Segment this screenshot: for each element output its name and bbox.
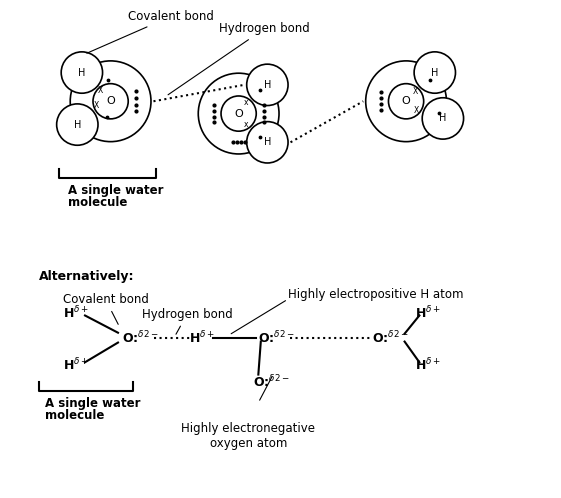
Text: O: O [106, 96, 115, 106]
Text: Highly electronegative
oxygen atom: Highly electronegative oxygen atom [182, 422, 315, 450]
Circle shape [198, 73, 279, 154]
Text: H: H [78, 68, 86, 78]
Text: Covalent bond: Covalent bond [87, 10, 214, 53]
Text: O:$^{\delta 2-}$: O:$^{\delta 2-}$ [371, 329, 408, 346]
Text: A single water: A single water [45, 397, 141, 410]
Text: H: H [264, 80, 271, 90]
Text: Covalent bond: Covalent bond [63, 293, 149, 324]
Text: molecule: molecule [45, 409, 104, 422]
Text: X: X [412, 87, 417, 96]
Text: X: X [98, 86, 103, 95]
Text: O:$^{\delta 2-}$: O:$^{\delta 2-}$ [254, 374, 290, 390]
Text: A single water: A single water [68, 184, 163, 197]
Text: O: O [234, 109, 243, 119]
Text: H: H [431, 68, 439, 78]
Text: H$^{\delta+}$: H$^{\delta+}$ [188, 329, 215, 346]
Text: x: x [244, 98, 249, 107]
Text: H$^{\delta+}$: H$^{\delta+}$ [63, 305, 89, 321]
Text: x: x [244, 120, 249, 129]
Circle shape [388, 84, 424, 119]
Circle shape [221, 96, 256, 131]
Text: Alternatively:: Alternatively: [39, 270, 135, 283]
Circle shape [57, 104, 98, 145]
Text: O:$^{\delta 2-}$: O:$^{\delta 2-}$ [258, 329, 295, 346]
Circle shape [247, 122, 288, 163]
Text: Hydrogen bond: Hydrogen bond [141, 308, 232, 334]
Circle shape [366, 61, 447, 141]
Circle shape [422, 98, 463, 139]
Text: Highly electropositive H atom: Highly electropositive H atom [288, 288, 463, 301]
Circle shape [70, 61, 151, 141]
Circle shape [93, 84, 128, 119]
Circle shape [61, 52, 103, 93]
Text: H: H [73, 120, 81, 129]
Text: H$^{\delta+}$: H$^{\delta+}$ [415, 357, 442, 373]
Text: X: X [413, 106, 419, 115]
Text: O:$^{\delta 2-}$: O:$^{\delta 2-}$ [122, 329, 159, 346]
Text: H$^{\delta+}$: H$^{\delta+}$ [63, 357, 89, 373]
Text: H: H [439, 114, 447, 124]
Text: O: O [402, 96, 411, 106]
Text: H: H [264, 137, 271, 147]
Text: molecule: molecule [68, 196, 127, 209]
Text: X: X [94, 101, 99, 110]
Circle shape [414, 52, 456, 93]
Text: Hydrogen bond: Hydrogen bond [168, 22, 310, 95]
Text: H$^{\delta+}$: H$^{\delta+}$ [415, 305, 442, 321]
Circle shape [247, 64, 288, 106]
